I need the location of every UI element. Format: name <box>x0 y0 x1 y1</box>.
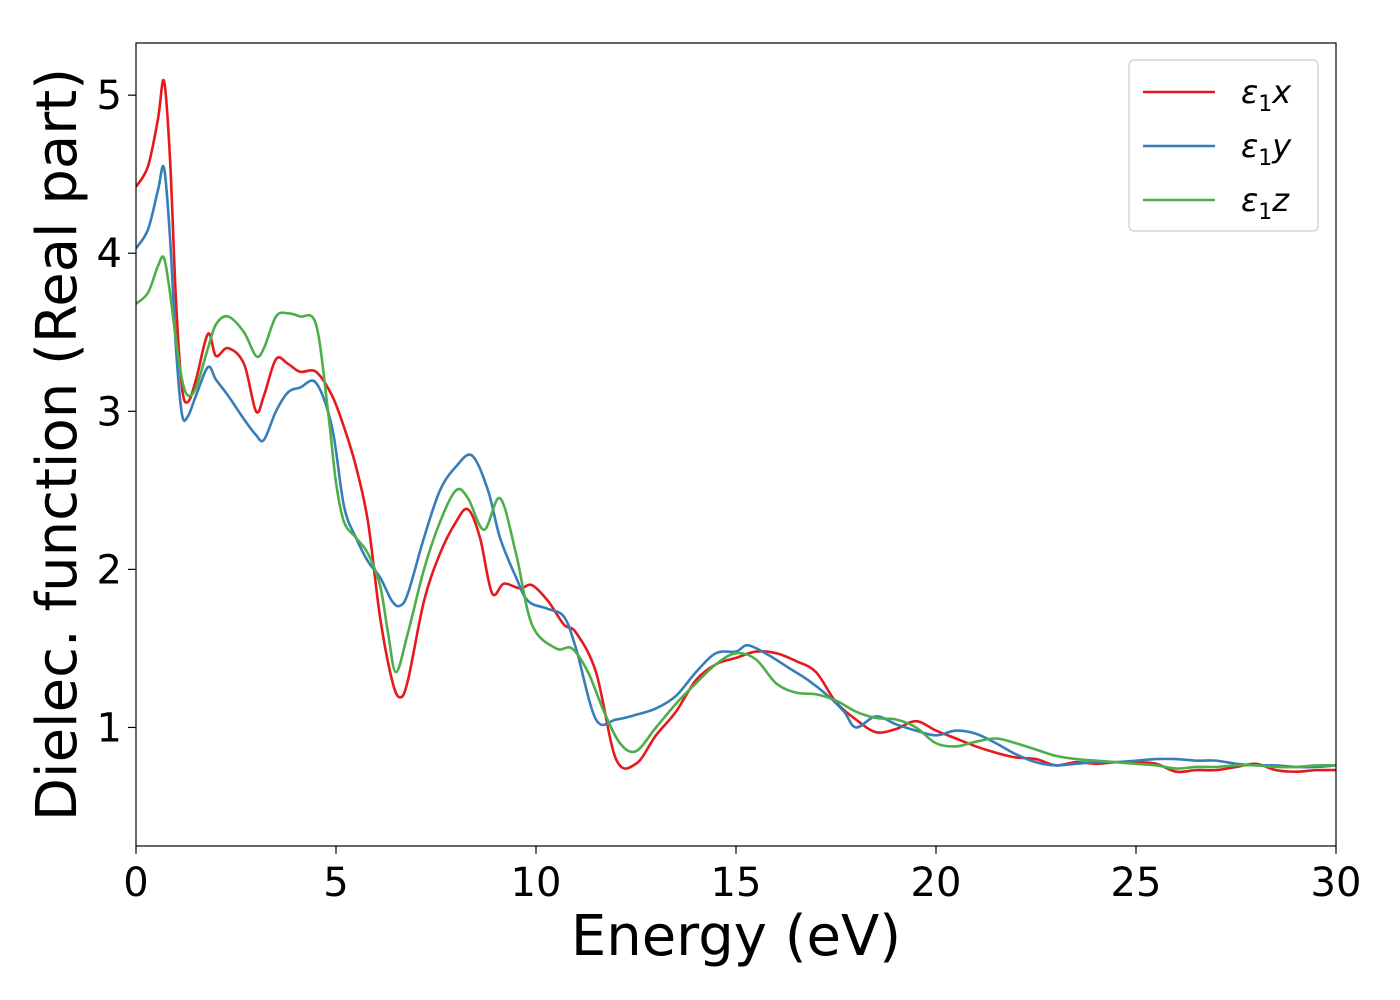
legend-entry-z: ε1z <box>1241 181 1290 225</box>
y-tick-label: 1 <box>97 705 122 751</box>
x-tick-label: 15 <box>711 860 762 906</box>
x-tick-label: 10 <box>511 860 562 906</box>
y-tick-label: 3 <box>97 389 122 435</box>
legend-entry-x: ε1x <box>1241 73 1292 117</box>
x-tick-label: 5 <box>323 860 348 906</box>
x-tick-label: 20 <box>911 860 962 906</box>
x-axis-label: Energy (eV) <box>571 904 901 969</box>
series-layer <box>136 78 1336 774</box>
y-axis: 1 2 3 4 5 <box>97 73 136 751</box>
x-tick-label: 0 <box>123 860 148 906</box>
x-tick-label: 30 <box>1311 860 1362 906</box>
legend: ε1x ε1y ε1z <box>1128 59 1319 232</box>
series-line-z <box>136 255 1336 770</box>
y-tick-label: 4 <box>97 231 122 277</box>
legend-box <box>1128 59 1319 232</box>
y-tick-label: 5 <box>97 73 122 119</box>
x-axis: 0 5 10 15 20 25 30 <box>123 846 1361 906</box>
y-axis-label: Dielec. function (Real part) <box>25 68 90 821</box>
x-tick-label: 25 <box>1111 860 1162 906</box>
legend-entry-y: ε1y <box>1241 127 1292 171</box>
series-line-y <box>136 164 1336 769</box>
y-tick-label: 2 <box>97 547 122 593</box>
